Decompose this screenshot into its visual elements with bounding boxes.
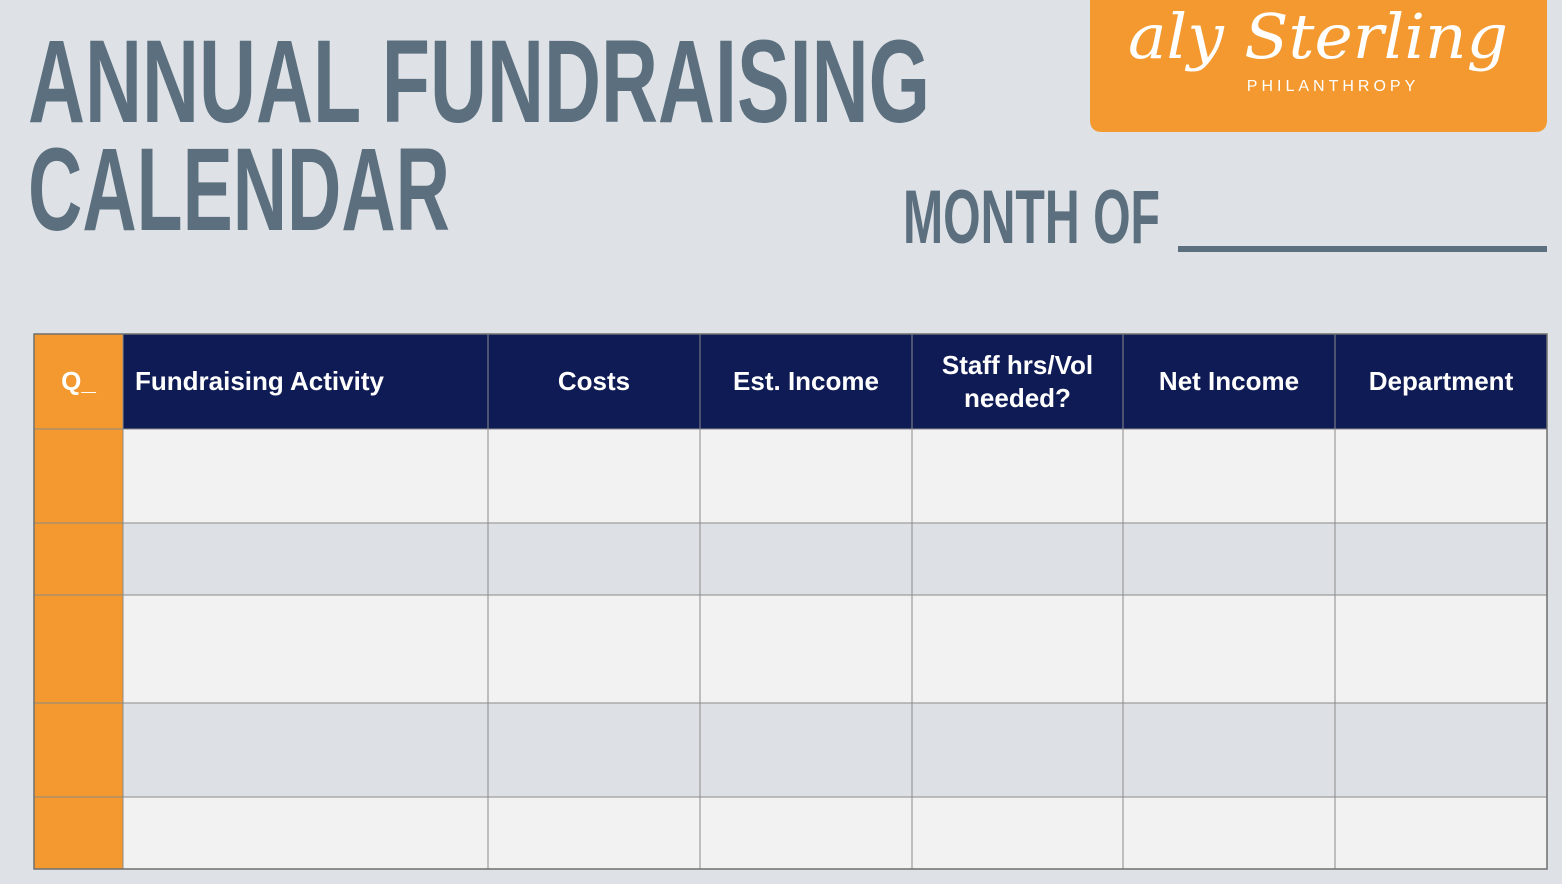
quarter-column (34, 334, 123, 869)
table-row (123, 523, 1547, 595)
month-label: MONTH OF (903, 175, 1160, 260)
logo-tagline: PHILANTHROPY (1247, 78, 1419, 95)
column-header: Est. Income (733, 366, 879, 396)
logo-box (1090, 0, 1547, 132)
column-header: Net Income (1158, 366, 1300, 396)
table-row (123, 797, 1547, 869)
title-line: CALENDAR (28, 124, 450, 256)
column-header: Staff hrs/Vol needed? (941, 349, 1094, 413)
logo-name: aly Sterling (1128, 0, 1508, 73)
table-border (33, 333, 1548, 870)
title-line: ANNUAL FUNDRAISING (28, 16, 930, 148)
table-row (123, 429, 1547, 523)
header-bg (123, 334, 1547, 429)
column-header: Costs (557, 366, 631, 396)
column-header: Department (1368, 366, 1514, 396)
table-row (123, 703, 1547, 797)
month-blank (1178, 246, 1547, 252)
column-header: Fundraising Activity (135, 366, 384, 396)
column-header: Q_ (61, 366, 96, 396)
table (33, 333, 1548, 870)
table-row (123, 595, 1547, 703)
